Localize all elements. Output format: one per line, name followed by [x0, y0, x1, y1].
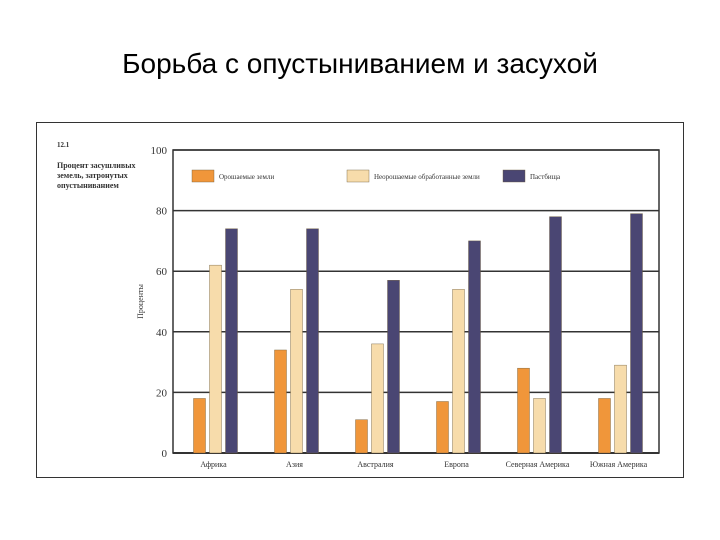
bar-pasture: [468, 240, 481, 454]
legend-label: Пастбища: [530, 173, 561, 181]
bar-pasture: [549, 216, 562, 454]
legend-swatch: [346, 169, 370, 183]
bar-irrigated: [193, 398, 206, 454]
bar-pasture: [630, 213, 643, 454]
bar-chart: 0 20 40 60 80 100 Проценты Африка Азия Австралия Е…: [136, 145, 660, 469]
legend-swatch: [502, 169, 526, 183]
legend-label: Орошаемые земли: [219, 173, 274, 181]
y-tick-label: 40: [156, 327, 168, 339]
bar-pasture: [225, 228, 238, 454]
bar-rainfed: [452, 289, 465, 454]
x-tick-label: Европа: [444, 460, 469, 469]
bar-pasture: [387, 280, 400, 454]
figure-number: 12.1: [57, 141, 70, 149]
bar-irrigated: [274, 349, 287, 454]
chart-frame: 12.1 Процент засушливых земель, затронут…: [36, 122, 684, 478]
y-tick-label: 60: [156, 266, 168, 278]
y-tick-label: 0: [162, 448, 168, 460]
bar-rainfed: [209, 264, 222, 454]
bar-rainfed: [533, 398, 546, 454]
legend-swatch: [191, 169, 215, 183]
y-tick-label: 100: [151, 145, 168, 157]
bar-irrigated: [517, 367, 530, 454]
bar-rainfed: [371, 343, 384, 454]
x-tick-label: Южная Америка: [590, 460, 648, 469]
x-tick-label: Северная Америка: [506, 460, 570, 469]
x-tick-label: Азия: [286, 460, 303, 469]
y-axis-label: Проценты: [136, 283, 145, 318]
x-tick-label: Африка: [200, 460, 227, 469]
plot-border: [172, 149, 660, 454]
bar-rainfed: [614, 364, 627, 454]
bar-irrigated: [598, 398, 611, 454]
bar-irrigated: [436, 401, 449, 454]
bar-pasture: [306, 228, 319, 454]
slide-title: Борьба с опустыниванием и засухой: [122, 48, 598, 79]
bar-rainfed: [290, 289, 303, 454]
y-tick-label: 20: [156, 387, 168, 399]
legend-label: Неорошаемые обработанные земли: [374, 173, 480, 181]
y-tick-label: 80: [156, 206, 168, 218]
bar-irrigated: [355, 419, 368, 454]
x-tick-label: Австралия: [357, 460, 394, 469]
figure-side-caption: Процент засушливых земель, затронутых оп…: [57, 161, 136, 190]
